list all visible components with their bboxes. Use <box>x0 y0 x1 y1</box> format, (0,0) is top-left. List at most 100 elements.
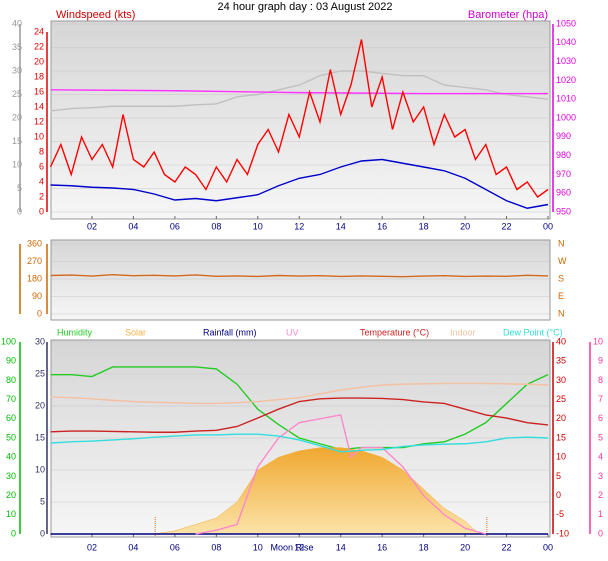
y-tick-label: 0 <box>11 528 16 538</box>
y-tick-label: 25 <box>35 368 45 378</box>
y-tick-label: 3 <box>598 471 603 481</box>
panel-frame <box>50 20 551 220</box>
x-tick-label: 00 <box>543 221 553 231</box>
y-tick-label: 1030 <box>556 56 576 66</box>
y-tick-label: 1050 <box>556 18 576 28</box>
y-tick-label: 9 <box>598 356 603 366</box>
line <box>195 414 486 535</box>
legend-label: Indoor <box>450 327 476 337</box>
x-tick-label: 22 <box>502 542 512 552</box>
y-tick-label: 1 <box>598 509 603 519</box>
y-tick-label: 0 <box>556 490 561 500</box>
y-tick-label: 5 <box>598 432 603 442</box>
y-tick-label: W <box>558 256 567 266</box>
y-tick-label: 1010 <box>556 94 576 104</box>
y-tick-label: 12 <box>34 116 44 126</box>
y-tick-label: 1020 <box>556 75 576 85</box>
y-tick-label: 15 <box>35 432 45 442</box>
y-tick-label: S <box>558 273 564 283</box>
legend-label: Temperature (°C) <box>360 327 429 337</box>
annotation: Moon Rise <box>270 542 313 552</box>
y-tick-label: 5 <box>17 183 22 193</box>
legend-label: UV <box>286 327 299 337</box>
y-tick-label: 22 <box>34 41 44 51</box>
x-tick-label: 18 <box>419 542 429 552</box>
y-tick-label: 5 <box>40 496 45 506</box>
y-tick-label: 4 <box>39 176 44 186</box>
y-tick-label: 270 <box>27 256 42 266</box>
y-tick-label: -5 <box>556 509 564 519</box>
y-tick-label: 35 <box>12 42 22 52</box>
y-tick-label: 990 <box>556 131 571 141</box>
y-tick-label: 0 <box>39 206 44 216</box>
y-tick-label: 90 <box>6 356 16 366</box>
y-tick-label: 5 <box>556 471 561 481</box>
y-tick-label: 2 <box>598 490 603 500</box>
y-tick-label: 10 <box>593 336 603 346</box>
y-tick-label: 40 <box>6 452 16 462</box>
y-tick-label: 0 <box>37 308 42 318</box>
y-tick-label: 8 <box>39 146 44 156</box>
y-tick-label: 6 <box>39 161 44 171</box>
x-tick-label: 06 <box>170 221 180 231</box>
x-tick-label: 06 <box>170 542 180 552</box>
panel-frame <box>50 239 551 321</box>
y-tick-label: 40 <box>556 336 566 346</box>
y-tick-label: 1040 <box>556 37 576 47</box>
x-tick-label: 08 <box>211 542 221 552</box>
x-tick-label: 12 <box>294 221 304 231</box>
y-tick-label: 960 <box>556 188 571 198</box>
y-tick-label: 20 <box>12 112 22 122</box>
y-tick-label: 20 <box>35 400 45 410</box>
y-tick-label: 360 <box>27 238 42 248</box>
legend-label: Solar <box>125 327 146 337</box>
y-tick-label: 30 <box>556 375 566 385</box>
x-tick-label: 16 <box>377 221 387 231</box>
x-tick-label: 16 <box>377 542 387 552</box>
x-tick-label: 14 <box>336 542 346 552</box>
y-tick-label: 25 <box>556 394 566 404</box>
x-tick-label: 04 <box>128 221 138 231</box>
y-tick-label: -10 <box>556 528 569 538</box>
y-tick-label: 10 <box>35 464 45 474</box>
legend-label: Rainfall (mm) <box>203 327 257 337</box>
x-tick-label: 10 <box>253 542 263 552</box>
line <box>50 366 549 451</box>
y-tick-label: 10 <box>34 131 44 141</box>
x-tick-label: 02 <box>87 221 97 231</box>
y-tick-label: 2 <box>39 191 44 201</box>
y-tick-label: 1000 <box>556 112 576 122</box>
y-tick-label: 10 <box>556 452 566 462</box>
y-tick-label: 20 <box>6 490 16 500</box>
y-tick-label: 8 <box>598 375 603 385</box>
area <box>154 447 486 535</box>
line <box>50 382 549 405</box>
right-label: Barometer (hpa) <box>468 9 548 21</box>
x-tick-label: 20 <box>460 221 470 231</box>
x-tick-label: 14 <box>336 221 346 231</box>
y-tick-label: 25 <box>12 89 22 99</box>
y-tick-label: 0 <box>598 528 603 538</box>
y-tick-label: 90 <box>32 291 42 301</box>
y-tick-label: 50 <box>6 432 16 442</box>
x-tick-label: 02 <box>87 542 97 552</box>
y-tick-label: 6 <box>598 413 603 423</box>
y-tick-label: 10 <box>6 509 16 519</box>
y-tick-label: 30 <box>6 471 16 481</box>
x-tick-label: 08 <box>211 221 221 231</box>
x-tick-label: 04 <box>128 542 138 552</box>
legend-label: Dew Point (°C) <box>503 327 563 337</box>
line <box>49 39 549 198</box>
y-tick-label: 0 <box>17 206 22 216</box>
y-tick-label: 950 <box>556 206 571 216</box>
left-label: Windspeed (kts) <box>56 9 135 21</box>
line <box>50 70 549 112</box>
y-tick-label: 40 <box>12 18 22 28</box>
y-tick-label: N <box>558 308 565 318</box>
y-tick-label: 60 <box>6 413 16 423</box>
y-tick-label: 18 <box>34 71 44 81</box>
y-tick-label: 100 <box>1 336 16 346</box>
y-tick-label: 15 <box>12 136 22 146</box>
x-tick-label: 20 <box>460 542 470 552</box>
